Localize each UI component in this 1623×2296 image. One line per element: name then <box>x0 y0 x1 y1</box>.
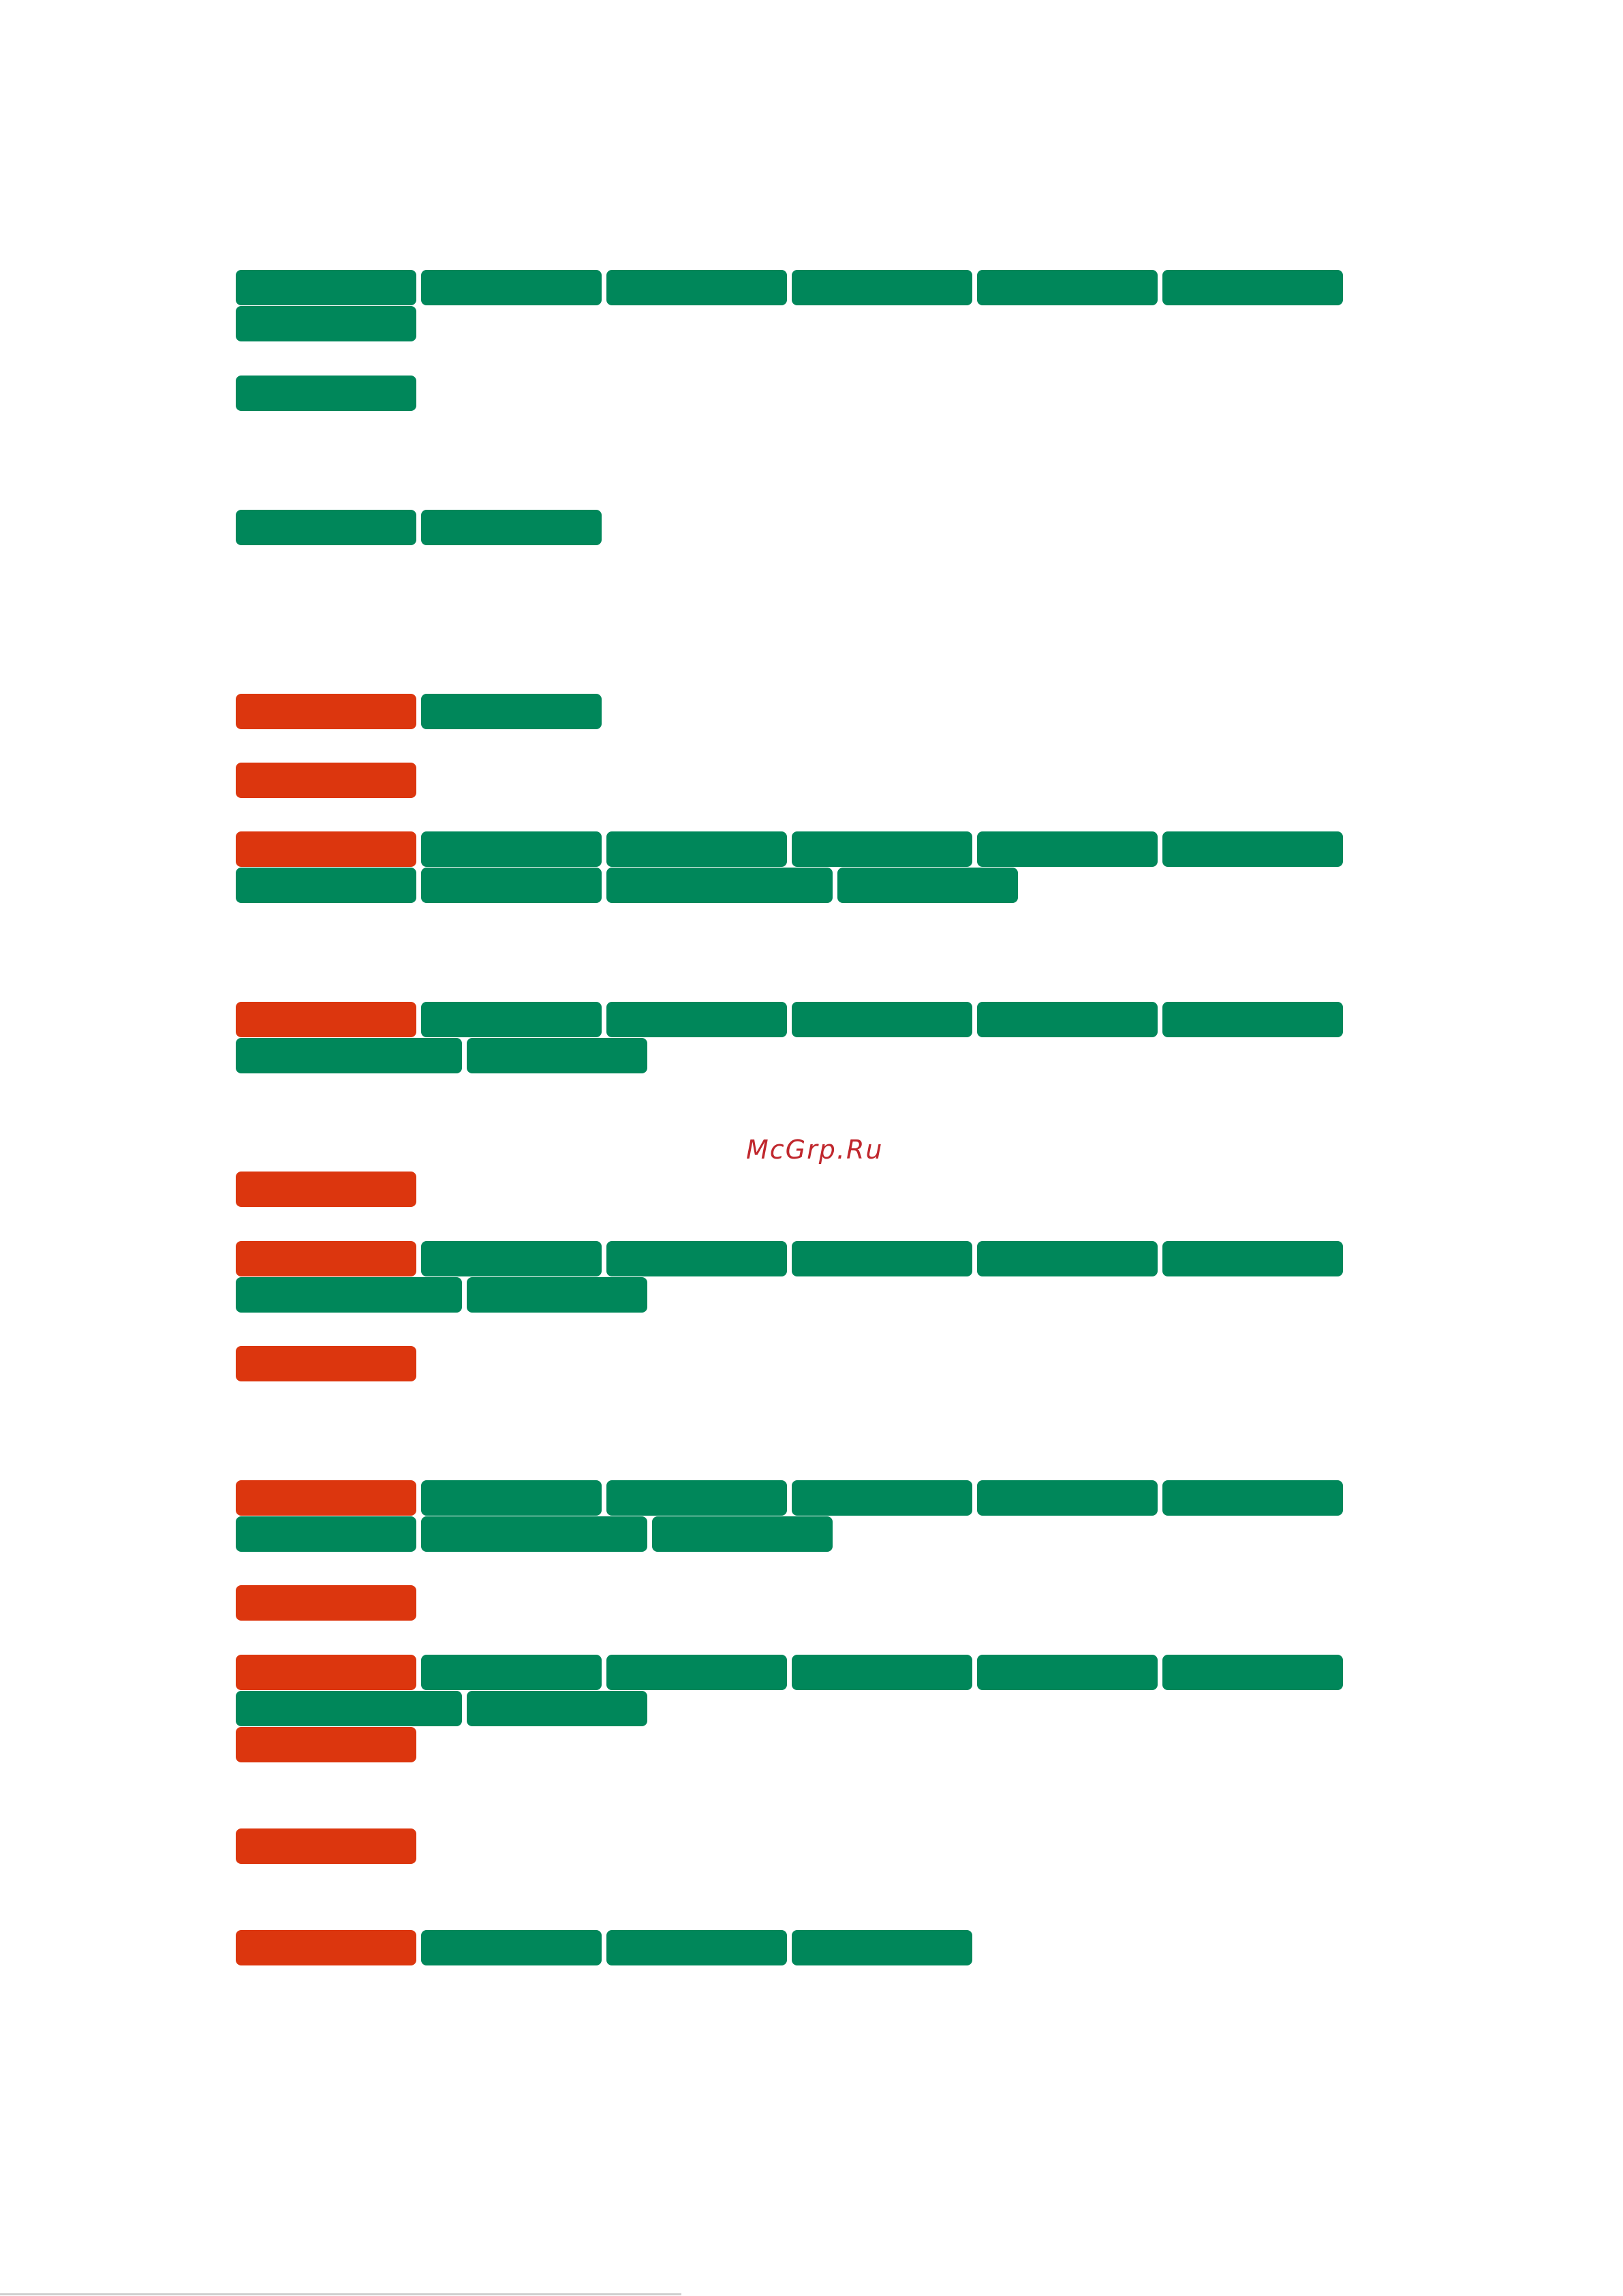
tag-green[interactable] <box>1162 1480 1343 1516</box>
tag-green[interactable] <box>1162 1241 1343 1276</box>
tag-red[interactable] <box>236 763 416 798</box>
tag-green[interactable] <box>421 694 602 729</box>
tag-green[interactable] <box>792 831 972 867</box>
tag-red[interactable] <box>236 1346 416 1381</box>
tag-red[interactable] <box>236 1480 416 1516</box>
tag-green[interactable] <box>421 1930 602 1965</box>
tag-red[interactable] <box>236 1930 416 1965</box>
tag-green[interactable] <box>606 831 787 867</box>
tag-green[interactable] <box>792 1480 972 1516</box>
tag-green[interactable] <box>236 376 416 411</box>
tag-green[interactable] <box>977 270 1158 305</box>
tag-red[interactable] <box>236 1241 416 1276</box>
tag-green[interactable] <box>421 1480 602 1516</box>
tag-green[interactable] <box>606 1241 787 1276</box>
tag-red[interactable] <box>236 1655 416 1690</box>
tag-green[interactable] <box>236 1038 462 1073</box>
tag-green[interactable] <box>792 1930 972 1965</box>
tag-green[interactable] <box>1162 1002 1343 1037</box>
tag-green[interactable] <box>606 1480 787 1516</box>
tag-green[interactable] <box>606 1002 787 1037</box>
tag-green[interactable] <box>792 1002 972 1037</box>
tag-green[interactable] <box>421 1241 602 1276</box>
tag-red[interactable] <box>236 694 416 729</box>
tag-green[interactable] <box>236 270 416 305</box>
tag-green[interactable] <box>467 1038 647 1073</box>
watermark-text: McGrp.Ru <box>746 1135 884 1165</box>
tag-green[interactable] <box>792 1655 972 1690</box>
tag-green[interactable] <box>236 510 416 545</box>
tag-green[interactable] <box>977 1655 1158 1690</box>
tag-green[interactable] <box>421 270 602 305</box>
tag-green[interactable] <box>1162 1655 1343 1690</box>
tag-green[interactable] <box>421 510 602 545</box>
tag-green[interactable] <box>792 1241 972 1276</box>
tag-green[interactable] <box>606 868 833 903</box>
tag-green[interactable] <box>1162 270 1343 305</box>
tag-green[interactable] <box>1162 831 1343 867</box>
tag-red[interactable] <box>236 1172 416 1207</box>
tag-red[interactable] <box>236 1727 416 1762</box>
tag-red[interactable] <box>236 831 416 867</box>
tag-green[interactable] <box>606 1930 787 1965</box>
tag-green[interactable] <box>236 1277 462 1313</box>
tag-green[interactable] <box>606 1655 787 1690</box>
tag-green[interactable] <box>467 1277 647 1313</box>
tag-green[interactable] <box>236 306 416 341</box>
tag-green[interactable] <box>236 868 416 903</box>
tag-green[interactable] <box>977 1241 1158 1276</box>
tag-green[interactable] <box>421 868 602 903</box>
tag-green[interactable] <box>977 1480 1158 1516</box>
tag-green[interactable] <box>421 1002 602 1037</box>
tag-green[interactable] <box>977 831 1158 867</box>
tag-green[interactable] <box>236 1516 416 1552</box>
tag-green[interactable] <box>421 831 602 867</box>
tag-red[interactable] <box>236 1585 416 1621</box>
tag-green[interactable] <box>977 1002 1158 1037</box>
tag-green[interactable] <box>837 868 1018 903</box>
tag-green[interactable] <box>421 1655 602 1690</box>
tag-green[interactable] <box>236 1691 462 1726</box>
tag-green[interactable] <box>652 1516 833 1552</box>
tag-green[interactable] <box>792 270 972 305</box>
tag-green[interactable] <box>606 270 787 305</box>
page-bottom-rule <box>0 2293 681 2295</box>
tag-green[interactable] <box>421 1516 647 1552</box>
tag-red[interactable] <box>236 1828 416 1864</box>
tag-red[interactable] <box>236 1002 416 1037</box>
tag-green[interactable] <box>467 1691 647 1726</box>
